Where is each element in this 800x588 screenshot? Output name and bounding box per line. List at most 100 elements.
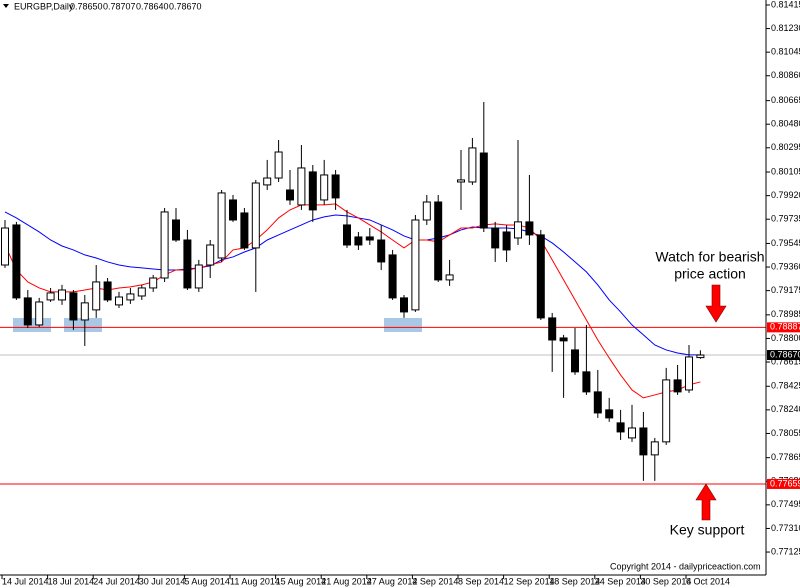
x-tick-label: 21 Aug 2014: [321, 576, 372, 586]
candle-body: [605, 409, 614, 419]
candle-body: [514, 221, 522, 239]
y-tick-label: 0.81045: [771, 47, 800, 57]
candle-body: [103, 281, 112, 301]
candle-body: [183, 239, 192, 289]
annotation: price action: [674, 266, 746, 282]
ohlc-high: 0.78707: [103, 1, 136, 11]
arrow-up: [695, 483, 717, 521]
level-box: [767, 478, 800, 489]
x-tick-label: 24 Jul 2014: [93, 576, 140, 586]
candle-body: [137, 287, 146, 297]
candle-body: [571, 349, 579, 373]
x-tick-label: 18 Sep 2014: [549, 576, 600, 586]
candle-body: [297, 167, 306, 206]
y-tick-label: 0.77125: [771, 546, 800, 556]
moving-average: [4, 211, 701, 356]
arrow-down: [705, 284, 727, 323]
candle-body: [650, 441, 659, 456]
candle-body: [343, 224, 351, 246]
candle-body: [80, 302, 89, 321]
y-tick-label: 0.78055: [771, 428, 800, 438]
candle-body: [286, 189, 294, 201]
candle-body: [582, 371, 591, 393]
highlight-box: [13, 318, 51, 332]
y-tick-label: 0.78985: [771, 309, 800, 319]
y-tick-label: 0.77865: [771, 452, 800, 462]
candle-body: [616, 422, 625, 433]
candle-body: [160, 211, 169, 279]
candle-body: [149, 277, 158, 289]
level-box: [767, 322, 800, 333]
ohlc-open: 0.78650: [70, 1, 103, 11]
level-box: [767, 350, 800, 361]
y-tick-label: 0.78615: [771, 356, 800, 366]
candle-body: [172, 219, 180, 241]
candle-body: [1, 227, 9, 266]
plot: [0, 102, 766, 485]
candle-body: [422, 201, 431, 221]
x-tick-label: 5 Aug 2014: [184, 576, 230, 586]
y-tick-label: 0.79545: [771, 238, 800, 248]
level-label: 0.77659: [770, 478, 800, 488]
candle-body: [388, 254, 397, 299]
level-label: 0.78887: [770, 322, 800, 332]
candle-body: [251, 182, 260, 249]
candle-body: [229, 199, 237, 221]
annotation: Watch for bearish: [655, 249, 764, 265]
ohlc-low: 0.78640: [136, 1, 169, 11]
candle-body: [525, 221, 534, 236]
candle-body: [491, 227, 500, 249]
x-tick-label: 6 Oct 2014: [686, 576, 730, 586]
candle-body: [685, 356, 693, 391]
symbol: EURGBP,Daily: [14, 1, 74, 11]
x-tick-label: 30 Jul 2014: [139, 576, 186, 586]
candle-body: [696, 354, 705, 359]
candle-body: [354, 236, 363, 246]
ohlc-close: 0.78670: [169, 1, 202, 11]
moving-average: [4, 203, 701, 399]
candle-body: [639, 427, 648, 456]
candle-body: [434, 201, 443, 281]
y-tick-label: 0.80105: [771, 166, 800, 176]
x-tick-label: 30 Sep 2014: [640, 576, 691, 586]
y-tick-label: 0.78425: [771, 381, 800, 391]
candle-body: [662, 379, 671, 443]
candle-body: [35, 301, 44, 326]
candle-body: [365, 236, 374, 241]
y-tick-label: 0.80295: [771, 142, 800, 152]
candle-body: [548, 317, 557, 341]
candle-body: [331, 174, 340, 199]
candle-body: [12, 224, 21, 299]
candle-body: [126, 293, 135, 301]
candle-body: [536, 234, 545, 319]
y-tick-label: 0.81415: [771, 0, 800, 9]
x-tick-label: 8 Sep 2014: [458, 576, 504, 586]
candle-body: [673, 379, 682, 393]
candle-body: [479, 152, 488, 229]
candle-body: [274, 151, 283, 179]
candle-body: [308, 171, 317, 211]
candle-body: [217, 192, 226, 259]
candle-body: [468, 147, 477, 183]
y-tick-label: 0.79175: [771, 285, 800, 295]
x-tick-label: 2 Sep 2014: [412, 576, 458, 586]
x-tick-label: 12 Sep 2014: [504, 576, 555, 586]
candle-body: [69, 292, 78, 321]
menu-icon: [3, 4, 9, 8]
x-tick-label: 18 Jul 2014: [48, 576, 95, 586]
x-tick-label: 27 Aug 2014: [367, 576, 418, 586]
x-tick-label: 24 Sep 2014: [595, 576, 646, 586]
candle-body: [46, 292, 55, 301]
candle-body: [240, 212, 249, 249]
x-tick-label: 11 Aug 2014: [230, 576, 280, 586]
candle-body: [502, 231, 511, 251]
candle-body: [411, 219, 420, 311]
x-tick-label: 15 Aug 2014: [276, 576, 327, 586]
